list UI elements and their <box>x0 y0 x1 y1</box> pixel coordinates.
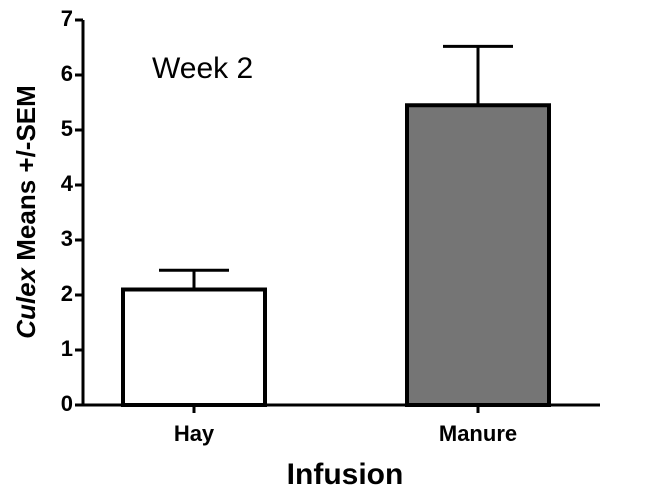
y-axis-label: Culex Means +/-SEM <box>11 85 41 339</box>
x-tick-label: Hay <box>174 421 215 446</box>
bar <box>405 103 551 407</box>
annotation: Week 2 <box>152 52 253 85</box>
y-tick-label: 4 <box>61 171 74 196</box>
y-label: Means +/-SEM <box>11 85 41 261</box>
x-axis-label: Infusion <box>287 458 404 491</box>
bar <box>121 287 267 407</box>
y-tick-label: 3 <box>61 226 73 251</box>
y-tick-label: 1 <box>61 336 73 361</box>
y-label-italic: Culex <box>11 266 41 338</box>
y-tick-label: 7 <box>61 6 73 31</box>
x-tick-label: Manure <box>439 421 517 446</box>
y-tick-label: 2 <box>61 281 73 306</box>
y-tick-label: 0 <box>61 391 73 416</box>
y-tick-label: 5 <box>61 116 73 141</box>
y-tick-label: 6 <box>61 61 73 86</box>
